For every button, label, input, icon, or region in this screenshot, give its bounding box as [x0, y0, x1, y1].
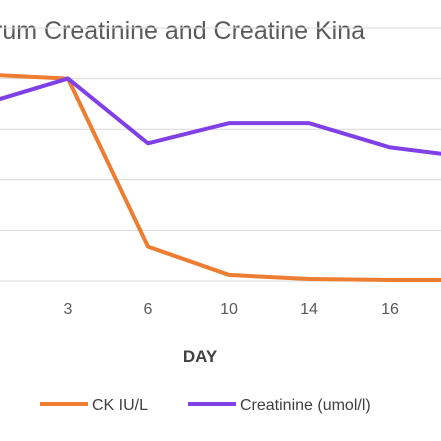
- x-tick-label: 10: [220, 301, 238, 318]
- legend: CK IU/L Creatinine (umol/l): [40, 397, 371, 414]
- x-tick-label: 16: [381, 301, 399, 318]
- series-line-0: [0, 73, 441, 282]
- x-tick-label: 3: [64, 301, 73, 318]
- series-lines: [0, 73, 441, 282]
- x-axis-title: DAY: [183, 347, 218, 366]
- gridlines: [0, 27, 441, 282]
- x-tick-label: 14: [300, 301, 318, 318]
- series-line-1: [0, 76, 441, 156]
- x-tick-label: 6: [144, 301, 153, 318]
- chart-title: rum Creatinine and Creatine Kina: [0, 17, 365, 45]
- legend-label-0: CK IU/L: [92, 397, 148, 414]
- legend-label-1: Creatinine (umol/l): [240, 397, 371, 414]
- x-tick-labels: 3 6 10 14 16: [64, 301, 399, 318]
